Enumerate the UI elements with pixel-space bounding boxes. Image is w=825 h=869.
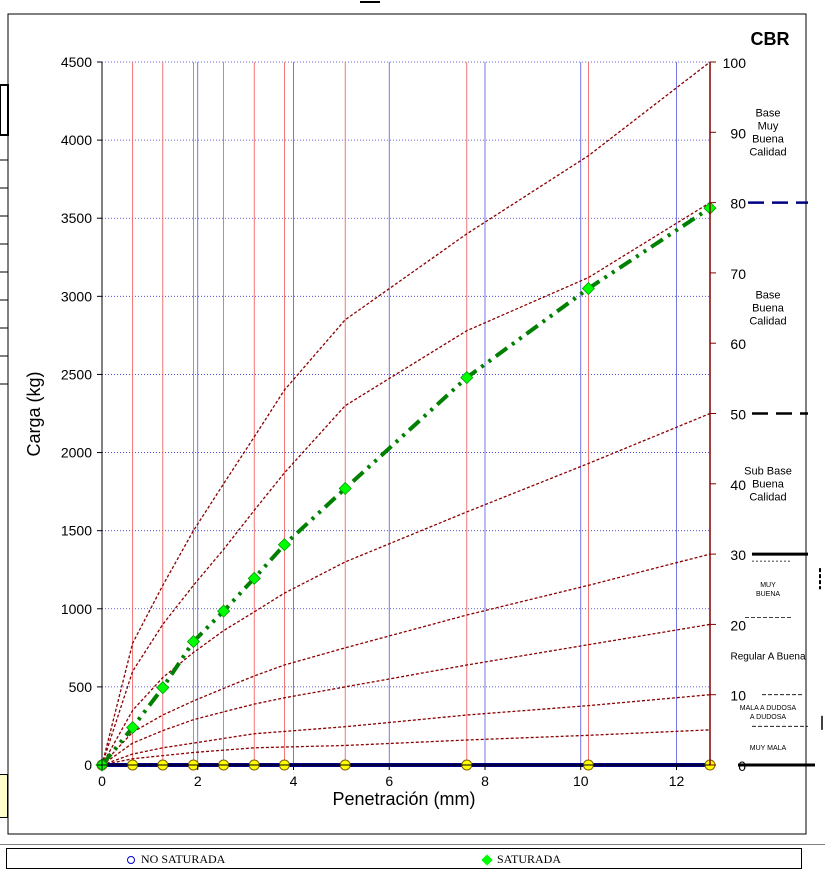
y-tick-label: 3500 xyxy=(61,210,92,226)
x-tick-label: 10 xyxy=(573,773,589,789)
x-tick-label: 4 xyxy=(290,773,298,789)
y2-tick-label: 30 xyxy=(730,547,746,563)
plot-area xyxy=(102,62,710,765)
reference-curve-cbr-20 xyxy=(101,623,711,766)
x-tick-label: 6 xyxy=(385,773,393,789)
saturada-point xyxy=(186,635,201,649)
cbr-category-label: A DUDOSA xyxy=(750,714,787,721)
cbr-category-label: Calidad xyxy=(749,491,786,503)
cbr-category-label: MALA A DUDOSA xyxy=(740,705,797,712)
cbr-category-label: Base xyxy=(755,107,780,119)
y-tick-label: 2500 xyxy=(61,366,92,382)
saturada-point xyxy=(156,681,170,695)
y-tick-label: 3000 xyxy=(61,288,92,304)
cbr-category-label: MUY xyxy=(760,582,776,589)
saturada-point xyxy=(581,281,595,296)
y-tick-label: 2000 xyxy=(61,445,92,461)
saturada-point xyxy=(277,538,291,552)
y2-tick-label: 60 xyxy=(730,336,746,352)
reference-curve-cbr-50 xyxy=(101,412,711,766)
diamond-marker-icon xyxy=(481,853,493,866)
saturada-point xyxy=(460,371,474,385)
cbr-category-label: Buena xyxy=(752,133,785,145)
y-axis-label: Carga (kg) xyxy=(24,371,44,456)
y-tick-label: 4000 xyxy=(61,132,92,148)
y-tick-label: 1000 xyxy=(61,601,92,617)
x-tick-label: 8 xyxy=(481,773,489,789)
cbr-category-label: Muy xyxy=(758,120,779,132)
y2-tick-label: 70 xyxy=(730,266,746,282)
reference-curve-cbr-5 xyxy=(101,729,711,766)
y2-tick-label: 50 xyxy=(730,407,746,423)
y-tick-label: 0 xyxy=(84,757,92,773)
saturada-point xyxy=(338,481,352,496)
legend-label-no-saturada: NO SATURADA xyxy=(141,852,226,866)
reference-curve-cbr-30 xyxy=(101,553,711,766)
legend: NO SATURADA SATURADA xyxy=(6,848,802,869)
cbr-category-label: BUENA xyxy=(756,591,780,598)
x-tick-label: 12 xyxy=(669,773,685,789)
cbr-category-label: Buena xyxy=(752,303,785,315)
left-decoration-box xyxy=(0,84,9,136)
cbr-category-label: Sub Base xyxy=(744,465,792,477)
saturada-point xyxy=(126,720,140,735)
cbr-category-label: Calidad xyxy=(749,316,786,328)
saturada-point xyxy=(217,604,231,618)
saturada-point xyxy=(247,571,261,585)
legend-item-no-saturada: NO SATURADA xyxy=(127,852,225,867)
y2-tick-label: 80 xyxy=(730,196,746,212)
y2-tick-label: 90 xyxy=(730,125,746,141)
reference-curve-cbr-80 xyxy=(101,202,711,766)
cbr-category-label: Buena xyxy=(752,478,785,490)
cbr-category-label: Base xyxy=(755,290,780,302)
x-tick-label: 0 xyxy=(98,773,106,789)
left-edge-decoration xyxy=(0,774,8,818)
cbr-category-label: Regular A Buena xyxy=(730,651,805,662)
x-tick-label: 2 xyxy=(194,773,202,789)
y2-tick-label: 10 xyxy=(730,688,746,704)
y-tick-label: 500 xyxy=(69,679,93,695)
cbr-chart: 0 500 1000 1500 2000 2500 3000 3500 4000 4500 0 2 4 6… xyxy=(0,1,825,845)
y2-tick-label: 100 xyxy=(723,55,747,71)
y2-tick-label: 20 xyxy=(730,617,746,633)
reference-curve-cbr-100 xyxy=(101,61,711,766)
outer-frame xyxy=(7,13,807,835)
legend-item-saturada: SATURADA xyxy=(481,852,562,867)
x-axis-label: Penetración (mm) xyxy=(332,789,475,809)
y2-axis-label: CBR xyxy=(751,29,790,49)
y2-tick-label: 40 xyxy=(730,477,746,493)
cbr-category-label: Calidad xyxy=(749,146,786,158)
legend-label-saturada: SATURADA xyxy=(497,852,562,866)
y-tick-label: 4500 xyxy=(61,54,92,70)
cbr-category-label: MUY MALA xyxy=(750,745,787,752)
circle-marker-icon xyxy=(127,855,135,864)
reference-curve-cbr-10 xyxy=(101,694,711,766)
y-tick-label: 1500 xyxy=(61,523,92,539)
